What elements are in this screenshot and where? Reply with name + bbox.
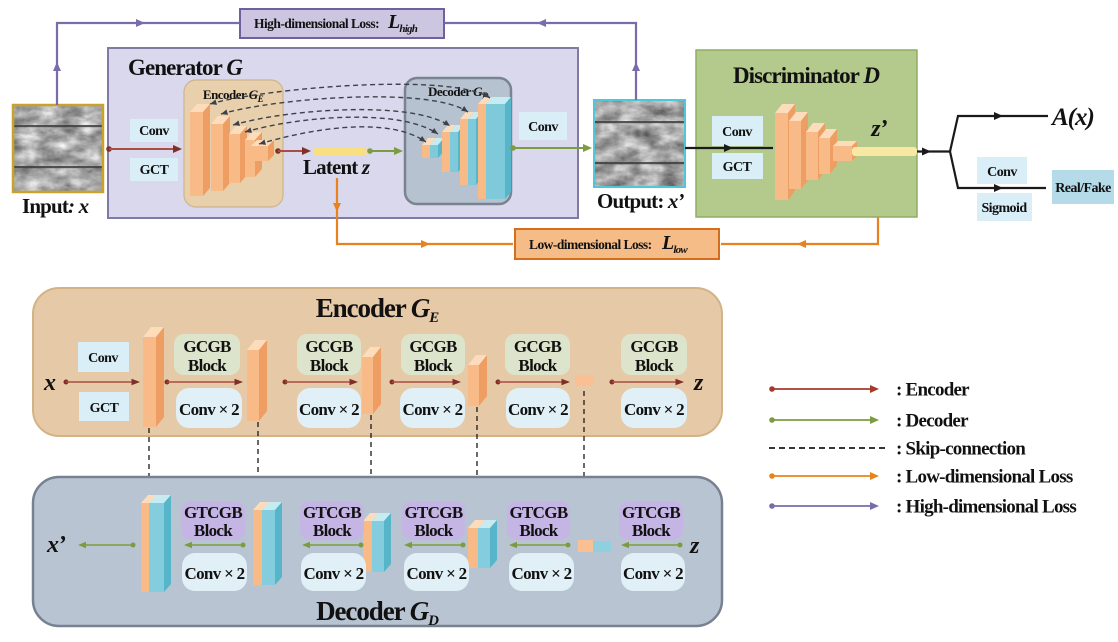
svg-text:Decoder GD: Decoder GD [316,596,439,629]
svg-text:GCT: GCT [140,163,170,178]
svg-text:Block: Block [635,356,674,375]
svg-text:: Encoder: : Encoder [896,380,970,401]
svg-text:GTCGB: GTCGB [622,503,680,522]
svg-text:GTCGB: GTCGB [184,503,242,522]
svg-text:GCGB: GCGB [183,337,231,356]
svg-text:x: x [43,370,56,396]
svg-text:GTCGB: GTCGB [509,503,567,522]
svg-text:Conv × 2: Conv × 2 [179,400,239,419]
svg-text:z: z [689,533,700,559]
svg-text:Block: Block [519,521,558,540]
svg-text:A(x): A(x) [1050,104,1094,131]
svg-text:: Low-dimensional Loss: : Low-dimensional Loss [896,467,1073,488]
svg-text:x’: x’ [46,532,66,558]
svg-text:Conv: Conv [528,120,558,135]
svg-text:Conv × 2: Conv × 2 [403,400,463,419]
svg-text:Conv: Conv [987,165,1017,180]
svg-text:Conv × 2: Conv × 2 [512,564,572,583]
svg-text:Encoder GE: Encoder GE [316,293,440,326]
svg-text:Real/Fake: Real/Fake [1055,181,1111,196]
svg-text:z’: z’ [870,116,887,142]
svg-text:: High-dimensional Loss: : High-dimensional Loss [896,497,1076,518]
svg-text:Block: Block [414,521,453,540]
svg-text:Input: x: Input: x [22,194,89,218]
svg-text:Conv × 2: Conv × 2 [407,564,467,583]
svg-text:: Decoder: : Decoder [896,411,969,432]
svg-text:Low-dimensional Loss:: Low-dimensional Loss: [529,237,652,252]
svg-text:Conv: Conv [139,124,169,139]
svg-text:GCGB: GCGB [409,337,457,356]
svg-text:GCGB: GCGB [514,337,562,356]
svg-text:Block: Block [310,356,349,375]
svg-text:z: z [693,370,704,396]
svg-text:GCT: GCT [90,401,120,416]
svg-text:Conv × 2: Conv × 2 [508,400,568,419]
svg-text:High-dimensional Loss:: High-dimensional Loss: [254,16,379,31]
svg-text:: Skip-connection: : Skip-connection [896,439,1026,460]
svg-text:GTCGB: GTCGB [404,503,462,522]
svg-text:Generator G: Generator G [128,55,243,80]
svg-text:Block: Block [313,521,352,540]
svg-text:Output: x’: Output: x’ [597,189,685,213]
svg-text:Block: Block [194,521,233,540]
svg-text:Discriminator D: Discriminator D [733,63,880,88]
svg-text:Block: Block [188,356,227,375]
svg-text:Llow: Llow [661,232,688,256]
svg-text:Conv × 2: Conv × 2 [623,564,683,583]
svg-text:Sigmoid: Sigmoid [981,201,1027,216]
svg-text:Block: Block [632,521,671,540]
svg-text:Decoder GD: Decoder GD [428,84,489,101]
svg-text:Block: Block [414,356,453,375]
svg-text:Conv × 2: Conv × 2 [299,400,359,419]
svg-text:GCGB: GCGB [305,337,353,356]
svg-text:Block: Block [518,356,557,375]
svg-text:Lhigh: Lhigh [387,11,418,35]
svg-text:GCGB: GCGB [630,337,678,356]
svg-text:GCT: GCT [723,160,753,175]
svg-text:GTCGB: GTCGB [303,503,361,522]
svg-text:Conv: Conv [88,351,118,366]
svg-text:Conv × 2: Conv × 2 [304,564,364,583]
svg-text:Conv: Conv [722,125,752,140]
svg-text:Conv × 2: Conv × 2 [624,400,684,419]
svg-text:Conv × 2: Conv × 2 [185,564,245,583]
svg-text:Latent z: Latent z [303,155,371,179]
